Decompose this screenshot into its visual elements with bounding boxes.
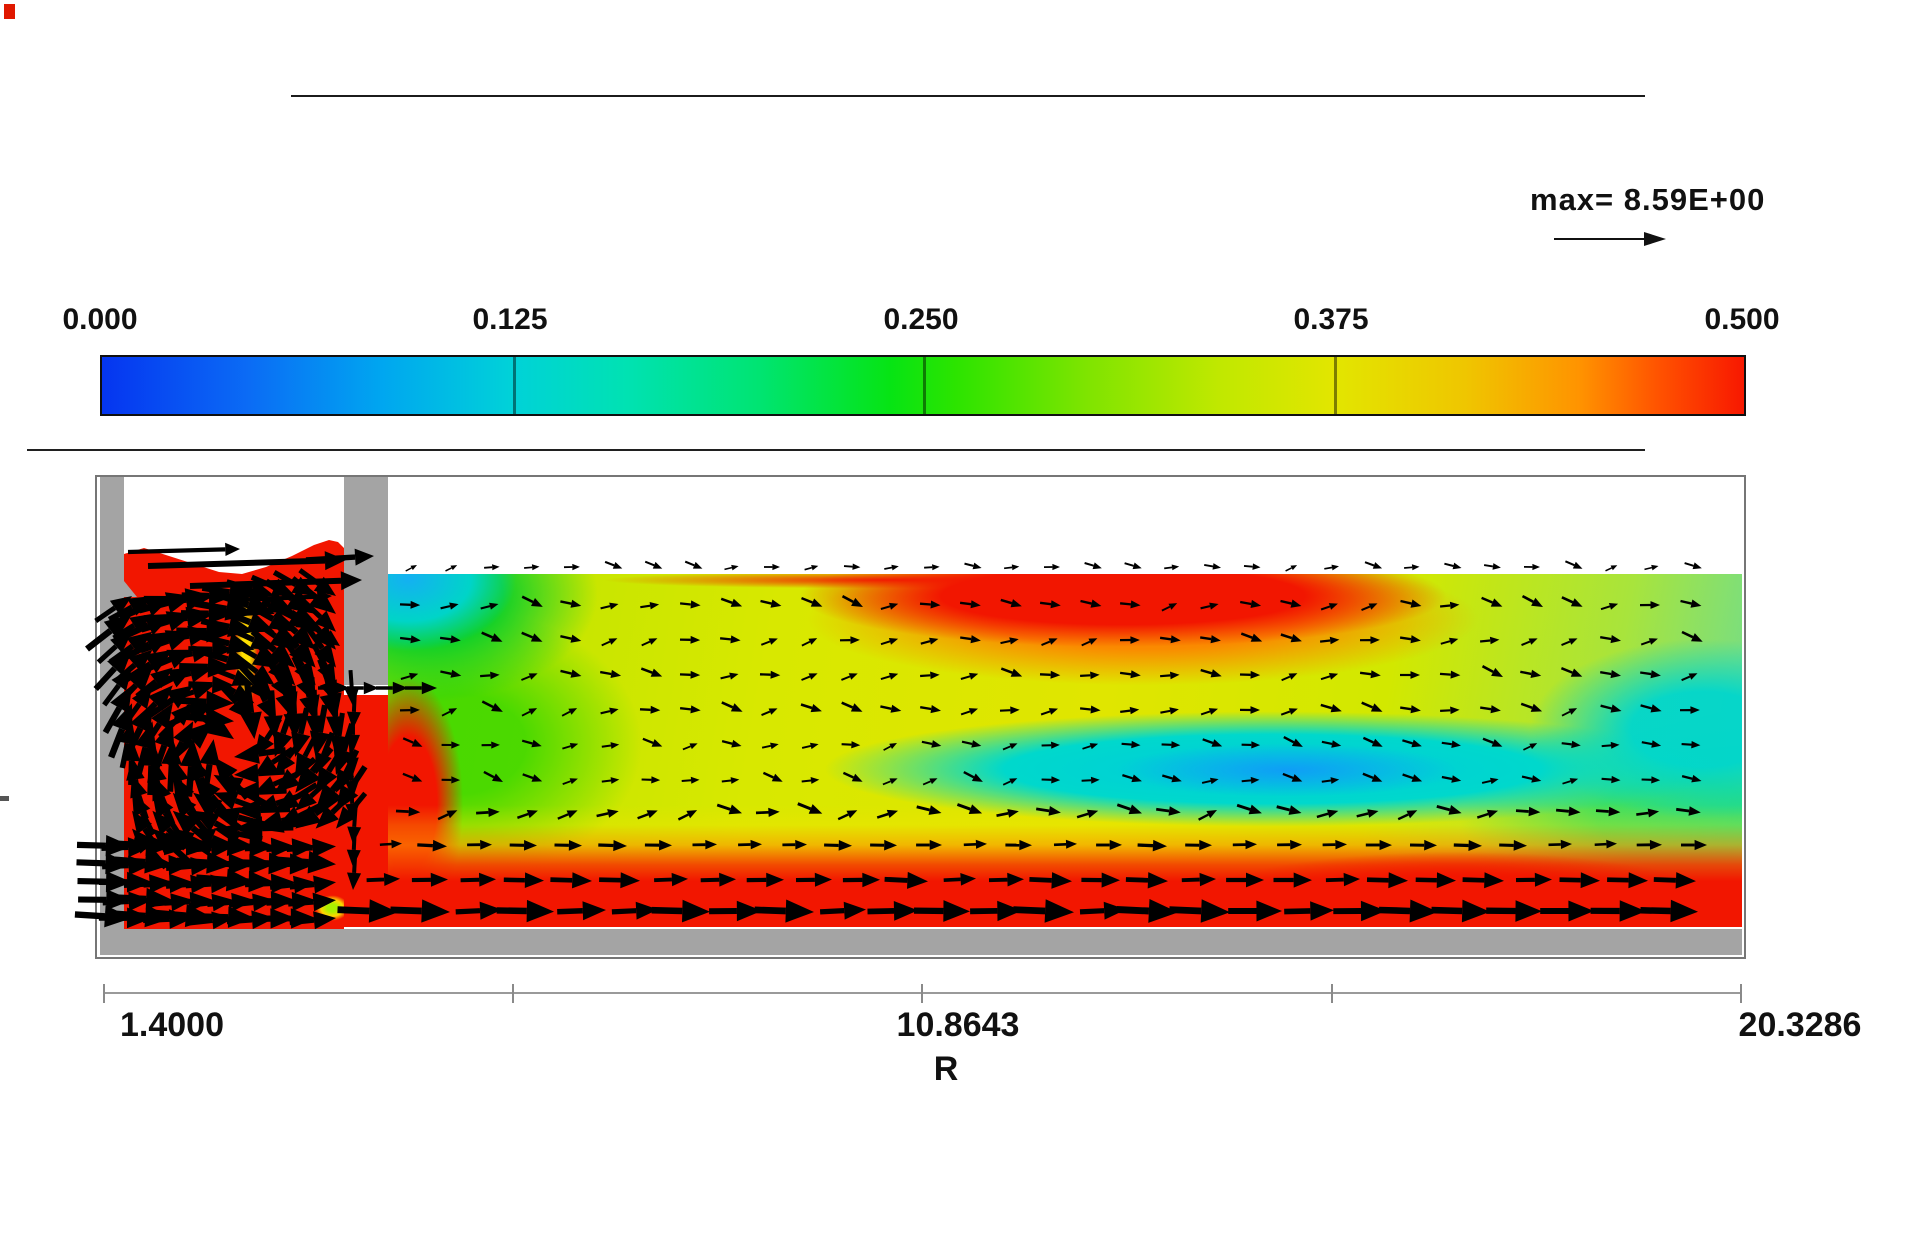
bottom-wall bbox=[100, 929, 1742, 955]
left-wall bbox=[100, 477, 124, 929]
colorbar-label-0: 0.000 bbox=[62, 303, 138, 336]
colorbar-tick-0375 bbox=[1333, 357, 1337, 414]
reference-arrow-icon bbox=[1554, 232, 1666, 246]
x-axis-tick-3 bbox=[1331, 984, 1333, 1003]
colorbar-tick-0250 bbox=[923, 357, 926, 414]
floor-contact-line bbox=[27, 449, 1645, 451]
x-axis-tick-4 bbox=[1740, 984, 1742, 1003]
colorbar-label-3: 0.375 bbox=[1293, 303, 1369, 336]
max-vector-label: max= 8.59E+00 bbox=[1530, 182, 1766, 217]
free-surface-line bbox=[291, 95, 1645, 97]
colorbar-label-1: 0.125 bbox=[472, 303, 548, 336]
baffle-wall bbox=[344, 477, 388, 685]
left-edge-axis-remnant bbox=[0, 796, 9, 801]
colorbar-gradient bbox=[100, 355, 1746, 416]
x-axis-tick-1 bbox=[512, 984, 514, 1003]
screen-corner-artifact bbox=[4, 4, 15, 19]
x-axis-label-min: 1.4000 bbox=[120, 1006, 224, 1044]
x-axis-label-mid: 10.8643 bbox=[896, 1006, 1020, 1044]
colorbar-label-2: 0.250 bbox=[883, 303, 959, 336]
x-axis-label-max: 20.3286 bbox=[1738, 1006, 1862, 1044]
colorbar-label-4: 0.500 bbox=[1704, 303, 1780, 336]
inner-compartment-fluid bbox=[124, 540, 344, 929]
x-axis-tick-2 bbox=[921, 984, 923, 1003]
x-axis-tick-0 bbox=[103, 984, 105, 1003]
main-tank-contour-field bbox=[388, 574, 1742, 927]
colorbar-tick-0125 bbox=[512, 357, 516, 414]
flow-domain bbox=[95, 475, 1746, 959]
under-baffle-fluid bbox=[344, 695, 388, 927]
x-axis-title: R bbox=[933, 1050, 959, 1088]
